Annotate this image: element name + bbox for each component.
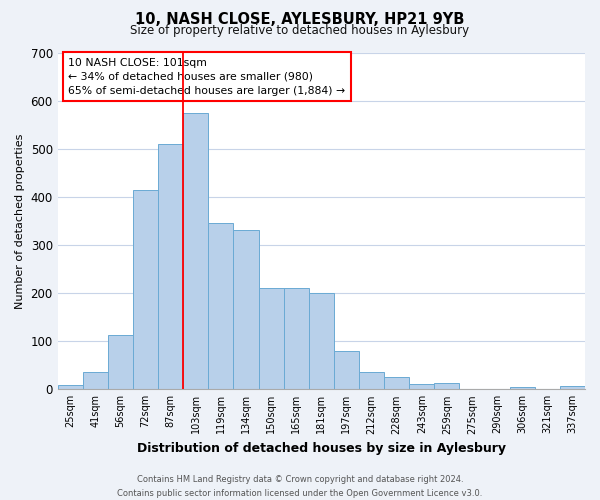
Bar (334, 351, 359, 390)
Bar (259, 288, 284, 390)
Bar (83, 372, 108, 390)
Bar (560, 386, 585, 390)
Text: Size of property relative to detached houses in Aylesbury: Size of property relative to detached ho… (130, 24, 470, 37)
Bar (108, 336, 133, 390)
Bar (509, 387, 535, 390)
Text: 10 NASH CLOSE: 101sqm
← 34% of detached houses are smaller (980)
65% of semi-det: 10 NASH CLOSE: 101sqm ← 34% of detached … (68, 58, 346, 96)
Bar (208, 224, 233, 390)
X-axis label: Distribution of detached houses by size in Aylesbury: Distribution of detached houses by size … (137, 442, 506, 455)
Bar (183, 112, 208, 390)
Bar (409, 384, 434, 390)
Bar (384, 378, 409, 390)
Bar (233, 230, 259, 390)
Text: Contains HM Land Registry data © Crown copyright and database right 2024.
Contai: Contains HM Land Registry data © Crown c… (118, 476, 482, 498)
Bar (434, 383, 460, 390)
Bar (309, 293, 334, 390)
Bar (58, 386, 83, 390)
Text: 10, NASH CLOSE, AYLESBURY, HP21 9YB: 10, NASH CLOSE, AYLESBURY, HP21 9YB (136, 12, 464, 28)
Bar (359, 372, 384, 390)
Y-axis label: Number of detached properties: Number of detached properties (15, 133, 25, 308)
Bar (284, 288, 309, 390)
Bar (158, 144, 183, 390)
Bar (133, 190, 158, 390)
